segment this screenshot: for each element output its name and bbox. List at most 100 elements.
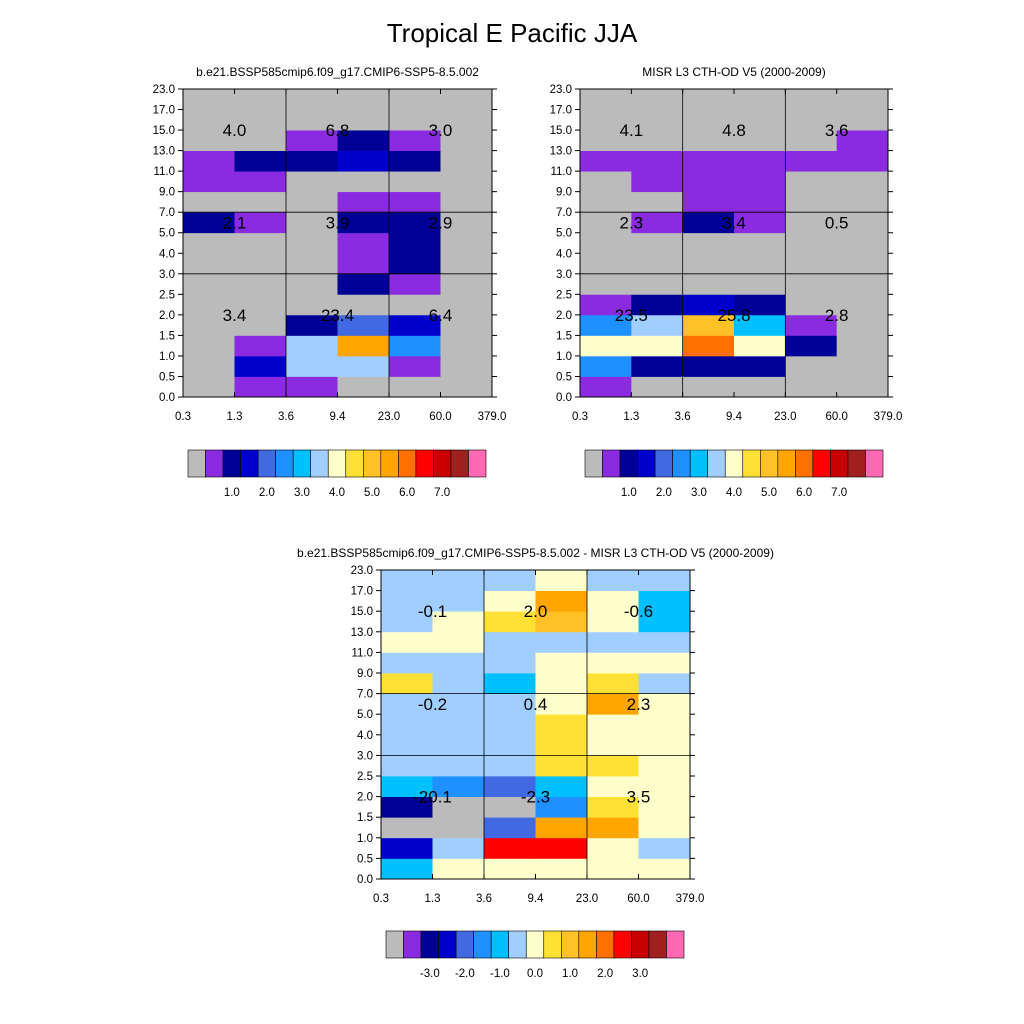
colorbar-swatch (666, 930, 685, 959)
heatmap-cell (286, 109, 338, 131)
heatmap-cell (785, 314, 838, 336)
heatmap-cell (484, 755, 536, 777)
heatmap-cell (234, 335, 287, 357)
y-tick-label: 9.0 (159, 187, 175, 199)
y-tick-label: 5.0 (357, 709, 373, 721)
heatmap-cell (234, 314, 287, 336)
heatmap-cell (389, 130, 441, 151)
heatmap-cell (234, 150, 287, 172)
block-value-label: 3.4 (223, 306, 247, 325)
colorbar-label: 3.0 (691, 487, 707, 499)
colorbar-swatch (648, 930, 667, 959)
colorbar-swatch (654, 449, 673, 478)
y-tick-label: 2.0 (556, 310, 572, 322)
heatmap-cell (535, 611, 588, 633)
heatmap-cell (682, 150, 735, 172)
heatmap-cell (337, 212, 390, 234)
heatmap-cell (389, 253, 441, 275)
heatmap-cell (682, 232, 735, 254)
heatmap-cell (587, 714, 639, 736)
heatmap-cell (836, 294, 889, 316)
heatmap-cell (580, 191, 632, 213)
heatmap-cell (389, 191, 441, 213)
heatmap-cell (234, 273, 287, 295)
heatmap-cell (734, 294, 786, 316)
heatmap-cell (631, 335, 684, 357)
heatmap-cell (535, 570, 588, 591)
heatmap-cell (638, 817, 691, 839)
y-tick-label: 13.0 (351, 627, 373, 639)
heatmap-cell (682, 130, 735, 151)
colorbar-label: 6.0 (796, 487, 812, 499)
heatmap-cell (183, 89, 235, 110)
heatmap-cell (286, 130, 338, 151)
heatmap-cell (580, 212, 632, 234)
heatmap-cell (183, 294, 235, 316)
heatmap-cell (638, 693, 691, 715)
y-tick-label: 2.0 (357, 792, 373, 804)
heatmap-cell (440, 355, 493, 377)
colorbar-swatch (613, 930, 632, 959)
y-tick-label: 0.0 (357, 874, 373, 886)
heatmap-cell (734, 89, 786, 110)
heatmap-cell (484, 734, 536, 756)
heatmap-cell (183, 212, 235, 234)
heatmap-cell (381, 837, 433, 859)
heatmap-cell (484, 837, 536, 859)
model-panel: b.e21.BSSP585cmip6.f09_g17.CMIP6-SSP5-8.… (153, 65, 507, 499)
heatmap-cell (734, 273, 786, 295)
colorbar-swatch (473, 930, 492, 959)
heatmap-cell (631, 171, 684, 193)
heatmap-cell (580, 273, 632, 295)
colorbar-swatch (468, 449, 487, 478)
colorbar-swatch (380, 449, 399, 478)
y-tick-label: 13.0 (153, 146, 175, 158)
y-tick-label: 1.0 (556, 351, 572, 363)
heatmap-cell (631, 130, 684, 151)
heatmap-cell (337, 191, 390, 213)
colorbar-swatch (257, 449, 276, 478)
heatmap-cell (638, 673, 691, 694)
heatmap-cell (580, 150, 632, 172)
heatmap-cell (580, 89, 632, 110)
heatmap-cell (638, 631, 691, 653)
colorbar-swatch (812, 449, 831, 478)
colorbar-swatch (865, 449, 884, 478)
colorbar-swatch (222, 449, 241, 478)
heatmap-cell (734, 191, 786, 213)
heatmap-cell (535, 796, 588, 818)
y-tick-label: 7.0 (159, 207, 175, 219)
colorbar-label: 4.0 (329, 487, 345, 499)
colorbar-swatch (205, 449, 224, 478)
heatmap-cell (682, 109, 735, 131)
heatmap-cell (389, 89, 441, 110)
heatmap-cell (836, 191, 889, 213)
heatmap-cell (734, 130, 786, 151)
y-tick-label: 5.0 (556, 228, 572, 240)
heatmap-cell (381, 714, 433, 736)
colorbar-label: 5.0 (761, 487, 777, 499)
heatmap-cell (286, 150, 338, 172)
heatmap-cell (381, 570, 433, 591)
y-tick-label: 15.0 (550, 125, 572, 137)
heatmap-cell (734, 150, 786, 172)
heatmap-cell (381, 817, 433, 839)
heatmap-cell (389, 150, 441, 172)
colorbar-label: -1.0 (490, 968, 510, 980)
heatmap-cell (836, 376, 889, 398)
colorbar-swatch (619, 449, 638, 478)
colorbar-swatch (525, 930, 545, 959)
observation-panel: MISR L3 CTH-OD V5 (2000-2009) 0.3 1.3 3.6 9.… (550, 65, 903, 499)
block-value-label: 4.8 (722, 121, 746, 140)
heatmap-cell (734, 314, 786, 336)
x-tick-label: 379.0 (478, 411, 507, 423)
block-value-label: 2.0 (524, 602, 548, 621)
heatmap-cell (535, 817, 588, 839)
heatmap-cell (587, 734, 639, 756)
heatmap-cell (381, 673, 433, 694)
colorbar-label: 2.0 (259, 487, 275, 499)
heatmap-cell (337, 253, 390, 275)
y-tick-label: 3.0 (556, 269, 572, 281)
heatmap-cell (682, 191, 735, 213)
heatmap-cell (484, 590, 536, 612)
